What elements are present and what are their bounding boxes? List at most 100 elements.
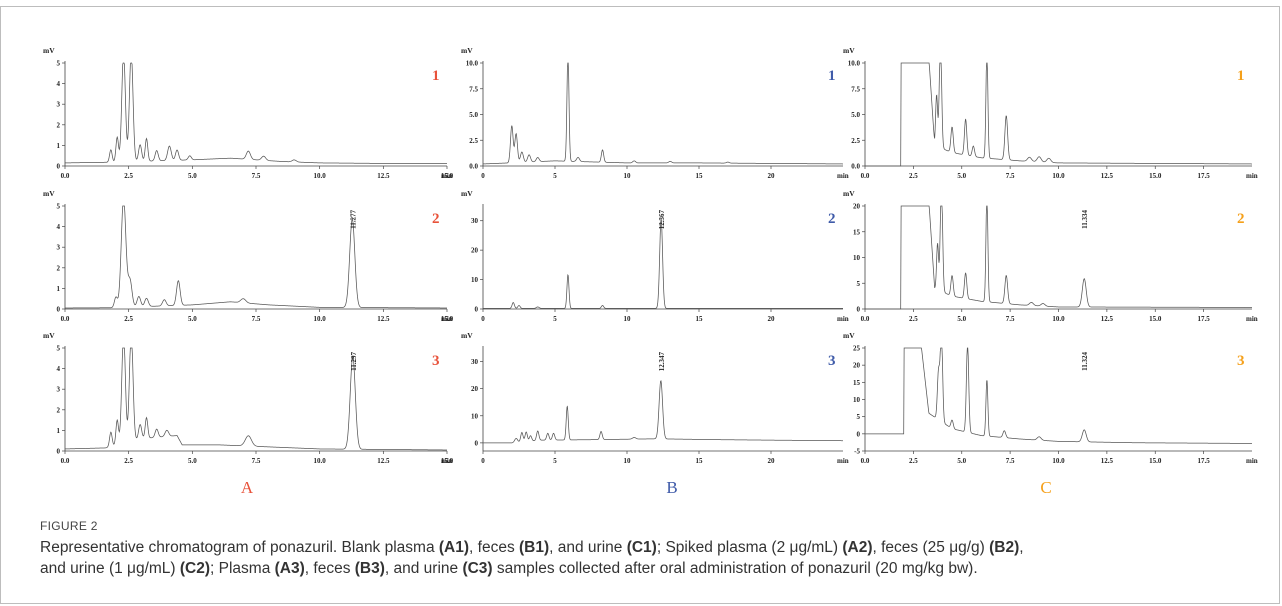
x-tick-label: 12.5	[377, 315, 390, 323]
x-tick-label: 12.5	[1101, 457, 1114, 465]
y-tick-label: 5.0	[851, 111, 860, 119]
y-tick-label: 2	[57, 264, 61, 272]
x-tick-label: 5.0	[188, 457, 197, 465]
panel-number-label: 1	[828, 68, 836, 84]
y-tick-label: 20	[471, 247, 479, 255]
panel-number-label: 1	[1237, 68, 1245, 84]
x-tick-label: 20	[768, 172, 776, 180]
y-unit-label: mV	[43, 189, 55, 198]
chromatogram-C2: mV 0 5 10 15 20 0.0 2.5 5.0 7.5 10.0 12.5 15.0 17.5 mi…	[843, 189, 1258, 323]
x-tick-label: 15	[696, 172, 704, 180]
panel-number-label: 2	[432, 211, 440, 227]
x-tick-label: 15.0	[441, 315, 454, 323]
chromatogram-trace	[64, 62, 447, 164]
y-tick-label: 5	[857, 280, 861, 288]
chromatogram-trace	[482, 62, 843, 165]
x-tick-label: 12.5	[377, 172, 390, 180]
y-tick-label: 1	[57, 427, 61, 435]
x-unit-label: min	[1246, 315, 1258, 323]
x-tick-label: 10	[624, 457, 632, 465]
y-tick-label: 10.0	[466, 60, 479, 68]
y-unit-label: mV	[461, 331, 473, 340]
chromatogram-trace	[865, 347, 1253, 444]
y-tick-label: 20	[471, 385, 479, 393]
x-tick-label: 0.0	[861, 315, 870, 323]
y-tick-label: 20	[853, 203, 861, 211]
column-letter-B: B	[666, 478, 677, 497]
x-tick-label: 20	[768, 457, 776, 465]
panel-number-label: 3	[1237, 353, 1245, 369]
panel-number-label: 3	[432, 353, 440, 369]
panel-number-label: 3	[828, 353, 836, 369]
y-tick-label: 30	[471, 358, 479, 366]
x-tick-label: 0	[481, 172, 485, 180]
x-tick-label: 12.5	[1101, 172, 1114, 180]
x-tick-label: 7.5	[1006, 457, 1015, 465]
peak-retention-label: 12.347	[658, 352, 666, 372]
x-tick-label: 0	[481, 457, 485, 465]
y-tick-label: 2	[57, 406, 61, 414]
y-tick-label: -5	[854, 448, 860, 456]
x-tick-label: 5	[553, 457, 557, 465]
y-tick-label: 5	[857, 413, 861, 421]
figure-caption: Representative chromatogram of ponazuril…	[40, 539, 1024, 577]
y-tick-label: 7.5	[851, 85, 860, 93]
x-unit-label: min	[1246, 457, 1258, 465]
x-tick-label: 7.5	[252, 315, 261, 323]
y-tick-label: 10.0	[848, 60, 861, 68]
chromatogram-trace	[865, 62, 1252, 167]
x-tick-label: 2.5	[909, 172, 918, 180]
y-tick-label: 3	[57, 386, 61, 394]
x-tick-label: 2.5	[124, 315, 133, 323]
x-unit-label: min	[837, 457, 849, 465]
y-tick-label: 0	[57, 448, 61, 456]
y-tick-label: 4	[57, 80, 61, 88]
x-tick-label: 2.5	[124, 457, 133, 465]
x-tick-label: 10	[624, 172, 632, 180]
y-tick-label: 5	[57, 60, 61, 68]
y-tick-label: 15	[853, 228, 861, 236]
x-tick-label: 10.0	[314, 172, 327, 180]
y-tick-label: 0	[57, 306, 61, 314]
x-tick-label: 0.0	[861, 172, 870, 180]
y-tick-label: 4	[57, 365, 61, 373]
y-tick-label: 2.5	[469, 137, 478, 145]
x-unit-label: min	[837, 172, 849, 180]
peak-retention-label: 12.367	[658, 210, 666, 230]
x-tick-label: 15.0	[1149, 315, 1162, 323]
x-tick-label: 5.0	[188, 315, 197, 323]
x-tick-label: 5.0	[957, 315, 966, 323]
chromatogram-trace	[65, 205, 447, 309]
peak-retention-label: 11.277	[349, 210, 357, 229]
x-tick-label: 5	[553, 172, 557, 180]
x-tick-label: 10.0	[1052, 172, 1065, 180]
x-tick-label: 10.0	[314, 315, 327, 323]
x-tick-label: 0.0	[861, 457, 870, 465]
y-tick-label: 15	[853, 379, 861, 387]
chromatogram-C1: mV 0.0 2.5 5.0 7.5 10.0 0.0 2.5 5.0 7.5 10.0 12.5 15…	[843, 46, 1258, 180]
x-tick-label: 5.0	[957, 457, 966, 465]
x-unit-label: min	[441, 315, 453, 323]
chromatogram-B1: mV 0.0 2.5 5.0 7.5 10.0 0 5 10 15 20 min 1	[461, 46, 849, 180]
x-tick-label: 17.5	[1198, 172, 1211, 180]
y-unit-label: mV	[43, 331, 55, 340]
panel-number-label: 1	[432, 68, 440, 84]
y-tick-label: 10	[471, 412, 479, 420]
y-tick-label: 10	[853, 254, 861, 262]
y-unit-label: mV	[461, 189, 473, 198]
x-tick-label: 15.0	[1149, 172, 1162, 180]
chromatogram-trace	[483, 218, 843, 309]
x-tick-label: 7.5	[252, 457, 261, 465]
x-tick-label: 5.0	[957, 172, 966, 180]
y-unit-label: mV	[843, 331, 855, 340]
y-tick-label: 5	[57, 203, 61, 211]
x-tick-label: 2.5	[909, 457, 918, 465]
peak-retention-label: 11.334	[1081, 210, 1089, 229]
y-tick-label: 1	[57, 142, 61, 150]
y-tick-label: 10	[853, 396, 861, 404]
x-tick-label: 15	[696, 315, 704, 323]
chromatogram-B2: mV 0 10 20 30 0 5 10 15 20 min 12.367 2	[461, 189, 849, 323]
